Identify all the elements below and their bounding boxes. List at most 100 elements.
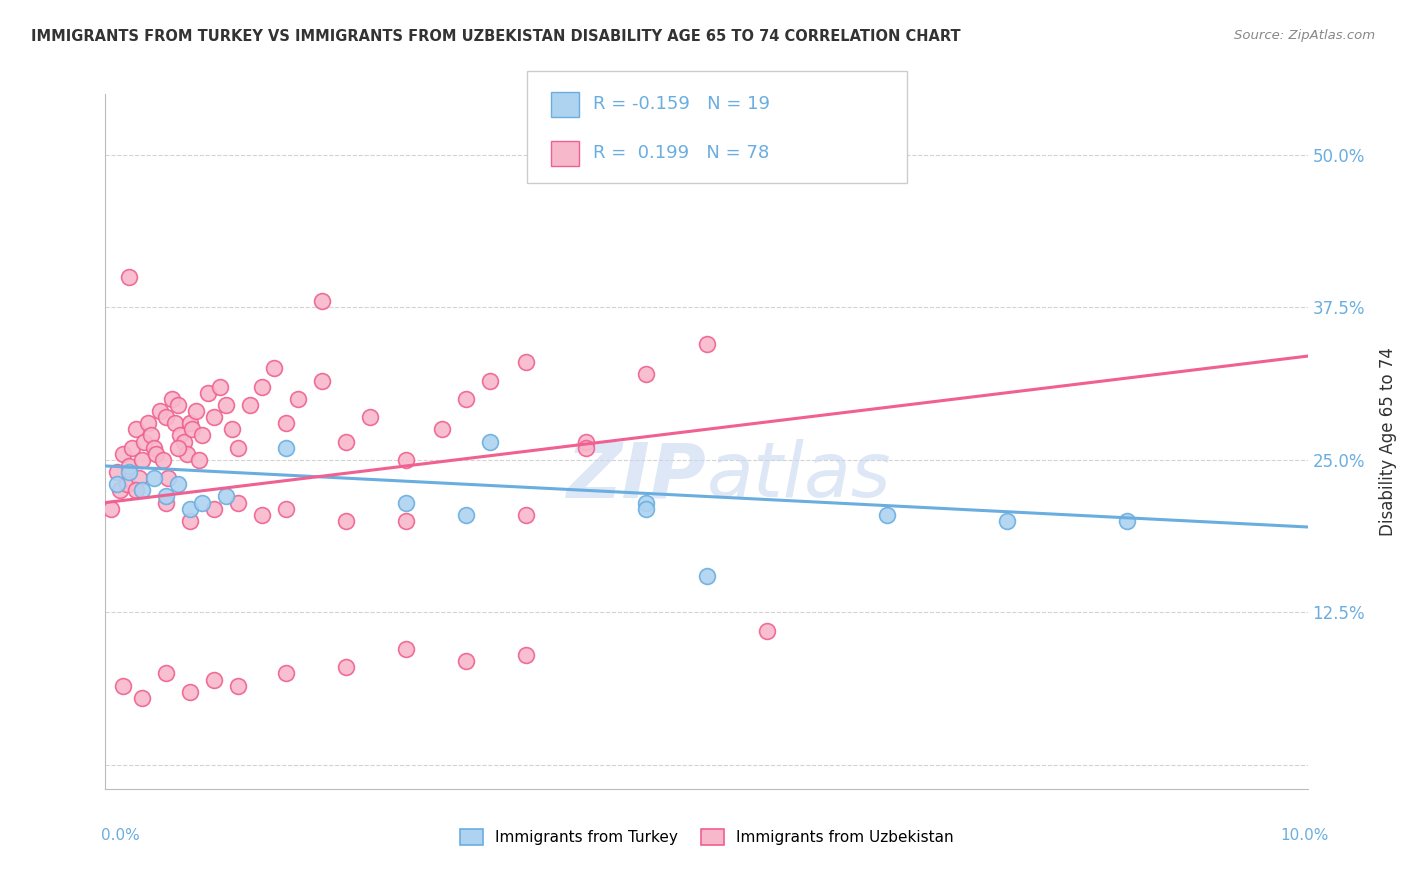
- Point: [395, 642, 418, 657]
- Point: [395, 453, 418, 467]
- Point: [165, 416, 187, 430]
- Point: [456, 392, 478, 406]
- Point: [107, 477, 129, 491]
- Point: [311, 294, 333, 309]
- Point: [430, 422, 453, 436]
- Point: [274, 666, 297, 681]
- Point: [108, 483, 131, 498]
- Y-axis label: Disability Age 65 to 74: Disability Age 65 to 74: [1379, 347, 1398, 536]
- Point: [214, 490, 236, 504]
- Point: [166, 441, 188, 455]
- Point: [311, 374, 333, 388]
- Point: [479, 374, 502, 388]
- Text: ZIP: ZIP: [567, 440, 707, 513]
- Point: [636, 368, 658, 382]
- Point: [112, 679, 135, 693]
- Point: [636, 501, 658, 516]
- Point: [179, 416, 201, 430]
- Point: [226, 495, 249, 509]
- Point: [335, 434, 357, 449]
- Point: [115, 477, 138, 491]
- Point: [169, 428, 191, 442]
- Point: [239, 398, 262, 412]
- Point: [696, 337, 718, 351]
- Point: [118, 458, 141, 473]
- Point: [179, 501, 201, 516]
- Point: [145, 447, 167, 461]
- Point: [190, 495, 212, 509]
- Point: [166, 477, 188, 491]
- Point: [515, 355, 537, 369]
- Legend: Immigrants from Turkey, Immigrants from Uzbekistan: Immigrants from Turkey, Immigrants from …: [454, 822, 959, 851]
- Point: [124, 422, 146, 436]
- Point: [118, 269, 141, 284]
- Point: [250, 379, 273, 393]
- Point: [202, 501, 225, 516]
- Text: Source: ZipAtlas.com: Source: ZipAtlas.com: [1234, 29, 1375, 42]
- Point: [395, 495, 418, 509]
- Point: [152, 453, 174, 467]
- Text: R = -0.159   N = 19: R = -0.159 N = 19: [593, 95, 770, 113]
- Point: [118, 465, 141, 479]
- Point: [173, 434, 195, 449]
- Point: [274, 416, 297, 430]
- Point: [190, 428, 212, 442]
- Point: [181, 422, 204, 436]
- Point: [124, 483, 146, 498]
- Point: [131, 453, 153, 467]
- Text: IMMIGRANTS FROM TURKEY VS IMMIGRANTS FROM UZBEKISTAN DISABILITY AGE 65 TO 74 COR: IMMIGRANTS FROM TURKEY VS IMMIGRANTS FRO…: [31, 29, 960, 44]
- Point: [250, 508, 273, 522]
- Point: [155, 666, 177, 681]
- Point: [136, 416, 159, 430]
- Point: [132, 434, 155, 449]
- Point: [188, 453, 211, 467]
- Point: [148, 404, 170, 418]
- Point: [515, 508, 537, 522]
- Point: [179, 514, 201, 528]
- Point: [263, 361, 285, 376]
- Point: [515, 648, 537, 662]
- Point: [274, 501, 297, 516]
- Point: [100, 501, 122, 516]
- Point: [214, 398, 236, 412]
- Point: [456, 508, 478, 522]
- Point: [335, 514, 357, 528]
- Point: [226, 679, 249, 693]
- Point: [274, 441, 297, 455]
- Point: [696, 569, 718, 583]
- Point: [208, 379, 231, 393]
- Point: [155, 495, 177, 509]
- Point: [107, 465, 129, 479]
- Point: [142, 441, 165, 455]
- Point: [155, 410, 177, 425]
- Point: [456, 654, 478, 668]
- Point: [575, 441, 598, 455]
- Text: 0.0%: 0.0%: [101, 828, 141, 843]
- Point: [160, 392, 183, 406]
- Point: [121, 441, 143, 455]
- Text: atlas: atlas: [707, 440, 891, 513]
- Point: [179, 685, 201, 699]
- Point: [202, 673, 225, 687]
- Point: [479, 434, 502, 449]
- Point: [1116, 514, 1139, 528]
- Point: [575, 434, 598, 449]
- Point: [156, 471, 179, 485]
- Point: [155, 490, 177, 504]
- Point: [184, 404, 207, 418]
- Point: [128, 471, 150, 485]
- Point: [131, 483, 153, 498]
- Point: [166, 398, 188, 412]
- Text: 10.0%: 10.0%: [1281, 828, 1329, 843]
- Text: R =  0.199   N = 78: R = 0.199 N = 78: [593, 145, 769, 162]
- Point: [131, 690, 153, 705]
- Point: [176, 447, 198, 461]
- Point: [755, 624, 778, 638]
- Point: [636, 495, 658, 509]
- Point: [226, 441, 249, 455]
- Point: [202, 410, 225, 425]
- Point: [221, 422, 243, 436]
- Point: [139, 428, 162, 442]
- Point: [395, 514, 418, 528]
- Point: [876, 508, 898, 522]
